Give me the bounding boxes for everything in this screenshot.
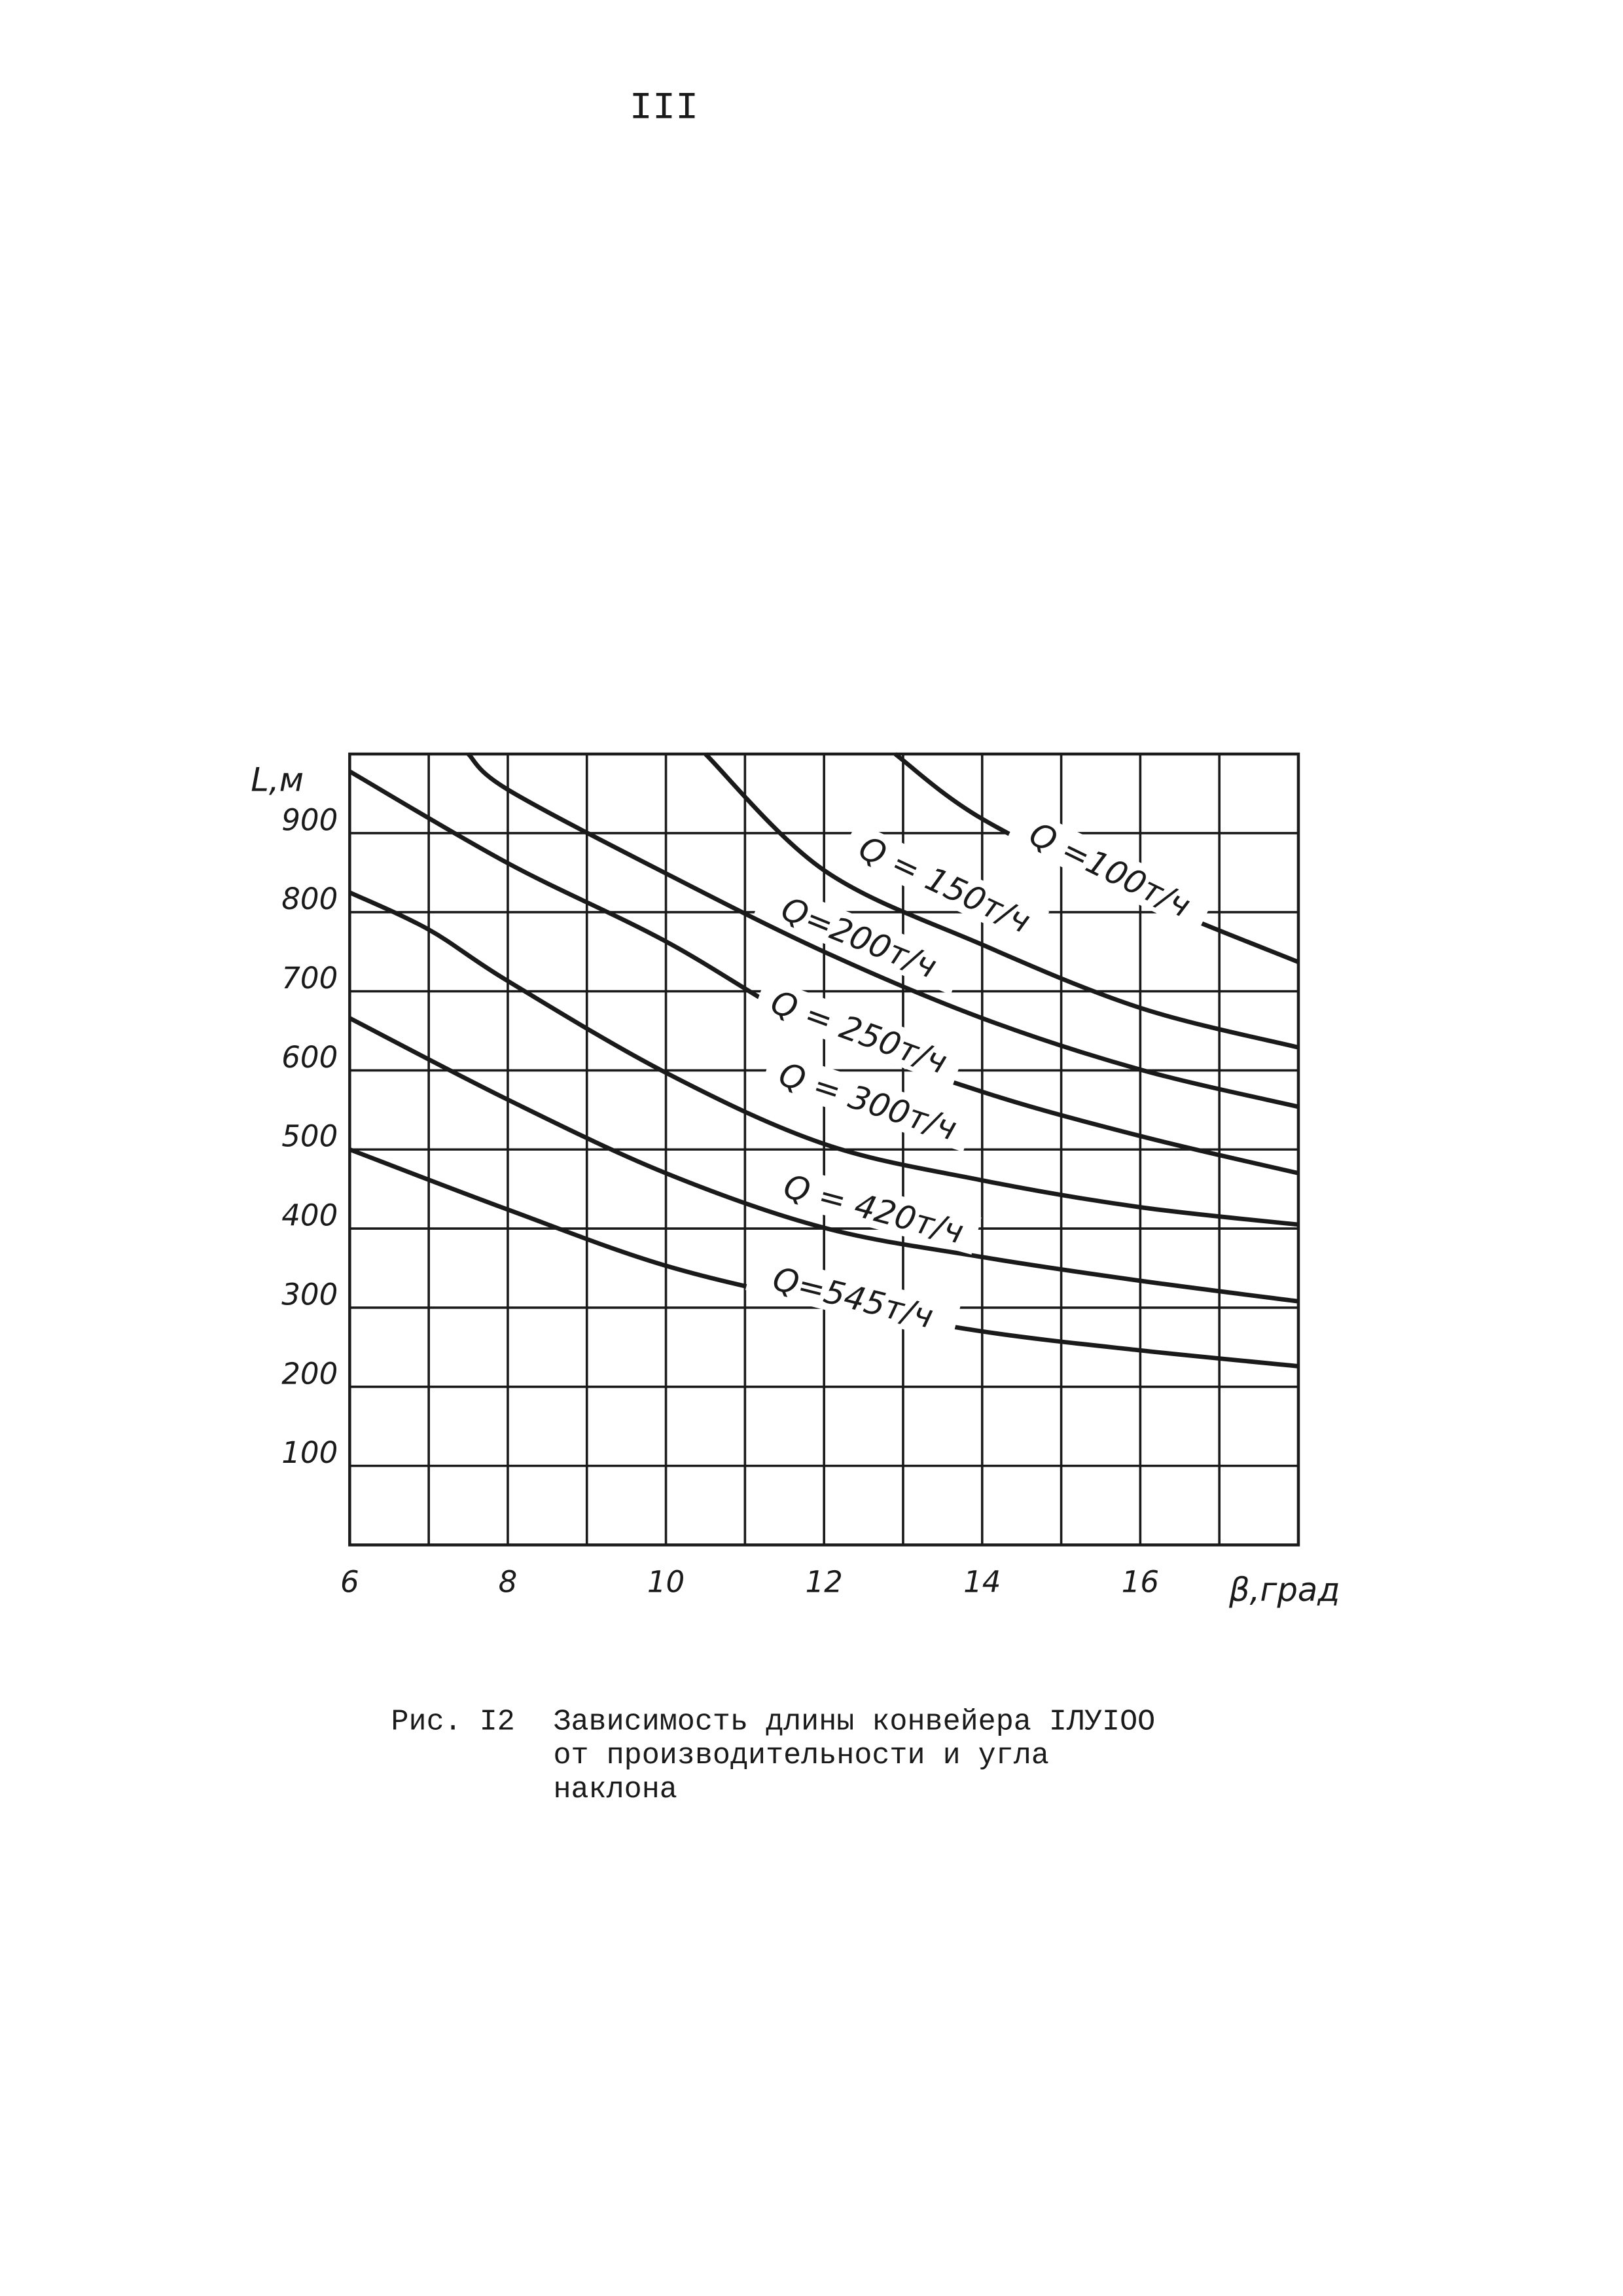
curve: [467, 752, 1299, 1109]
curve-label-bg: [840, 821, 1050, 946]
y-tick-label: 400: [281, 1198, 338, 1233]
y-tick-label: 200: [281, 1356, 338, 1391]
x-tick-label: 16: [1122, 1565, 1159, 1600]
curve-label-bg: [766, 1162, 982, 1255]
caption-line: наклона: [553, 1772, 677, 1806]
y-tick-label: 800: [281, 882, 338, 916]
y-tick-label: 900: [281, 802, 338, 837]
y-tick-label: 100: [281, 1435, 338, 1470]
curve-label-bg: [753, 977, 966, 1086]
y-tick-label: 300: [281, 1277, 338, 1312]
page-number: III: [630, 86, 699, 130]
x-axis-label: β,град: [1228, 1571, 1340, 1609]
x-tick-label: 10: [647, 1565, 685, 1600]
y-axis-label: L,м: [251, 761, 304, 798]
curve-label-bg: [753, 879, 965, 995]
curve: [348, 890, 1299, 1227]
y-tick-label: 600: [281, 1040, 338, 1075]
y-tick-label: 500: [281, 1119, 338, 1154]
curve: [704, 752, 1299, 1050]
x-tick-label: 12: [805, 1565, 842, 1600]
curve-label-bg: [745, 1253, 961, 1342]
x-tick-label: 6: [340, 1565, 359, 1600]
caption-line: от производительности и угла: [553, 1738, 1048, 1772]
curve-label-bg: [1006, 805, 1215, 933]
caption-label: Рис. I2: [391, 1704, 514, 1738]
x-tick-label: 14: [963, 1565, 1001, 1600]
x-tick-label: 8: [499, 1565, 518, 1600]
y-tick-label: 700: [281, 961, 338, 996]
curve-label-bg: [760, 1049, 975, 1153]
caption-line: Зависимость длины конвейера IЛУIOO: [553, 1704, 1155, 1738]
curve: [348, 1016, 1299, 1304]
